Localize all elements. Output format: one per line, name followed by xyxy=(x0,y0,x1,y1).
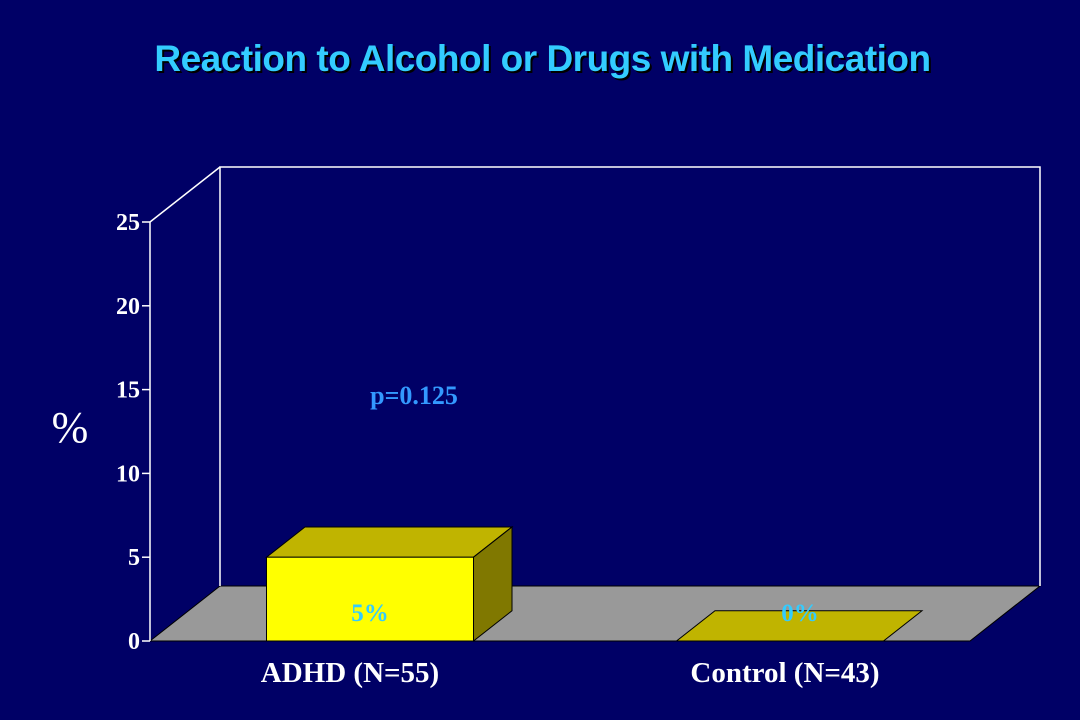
y-tick-label: 15 xyxy=(116,378,140,404)
chart-bars xyxy=(265,525,924,643)
y-tick-label: 25 xyxy=(116,210,140,236)
x-category-label: Control (N=43) xyxy=(690,657,879,689)
x-category-label: ADHD (N=55) xyxy=(261,657,439,689)
left-wall-top-edge xyxy=(149,166,221,223)
y-tick-label: 10 xyxy=(116,461,140,487)
y-tick-label: 0 xyxy=(128,629,140,655)
p-value-annotation: p=0.125 xyxy=(370,381,458,410)
chart-title: Reaction to Alcohol or Drugs with Medica… xyxy=(154,38,931,79)
y-tick-label: 20 xyxy=(116,294,140,320)
chart-labels: 5% ADHD (N=55) 0% Control (N=43) p=0.125 xyxy=(261,381,880,689)
bar-zero-face xyxy=(675,610,924,642)
y-tick-label: 5 xyxy=(128,545,140,571)
y-axis-label: % xyxy=(52,403,89,452)
bar-front-face xyxy=(266,556,474,642)
chart-axes: 0 5 10 15 20 25% xyxy=(52,166,1041,655)
bar-data-label: 0% xyxy=(781,600,819,627)
back-wall-outline xyxy=(219,166,1041,586)
bar-top-face xyxy=(265,526,514,558)
bar-data-label: 5% xyxy=(351,600,389,627)
